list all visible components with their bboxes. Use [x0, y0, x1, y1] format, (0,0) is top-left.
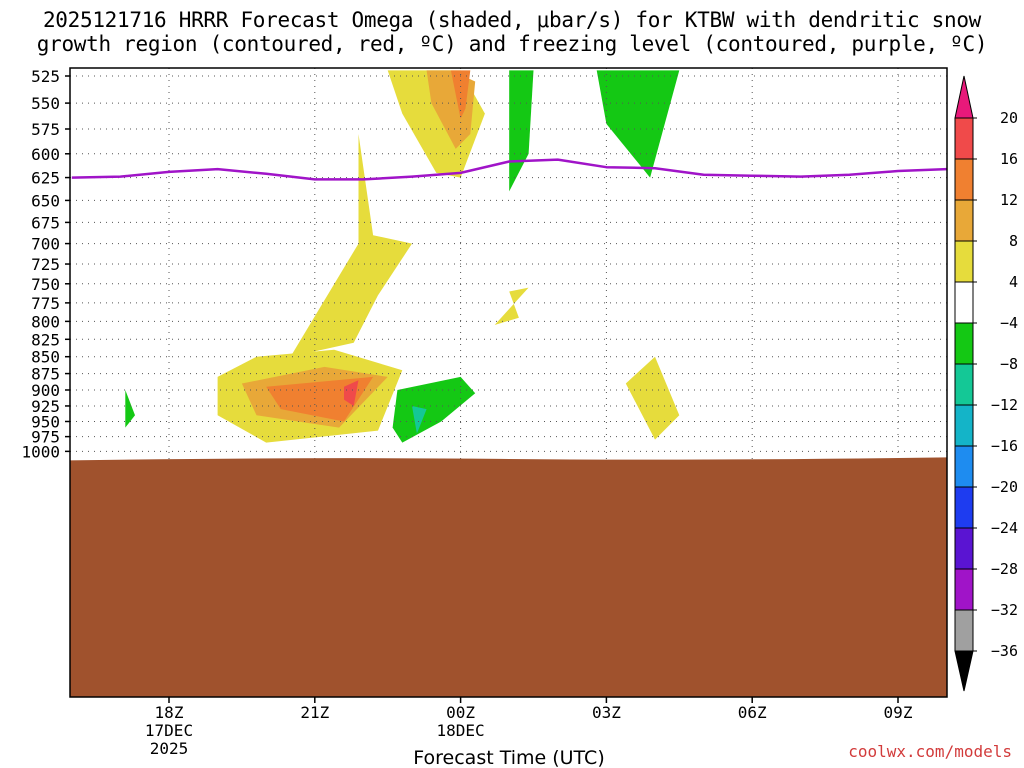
x-tick-label-18Z: 18Z — [155, 703, 184, 722]
colorbar-box-1 — [954, 158, 974, 201]
x-axis-label: Forecast Time (UTC) — [413, 747, 604, 768]
terrain-strip — [70, 457, 947, 697]
y-tick-label-575: 575 — [31, 120, 60, 139]
colorbar-box-0 — [954, 117, 974, 160]
y-tick-label-775: 775 — [31, 294, 60, 313]
colorbar-top-arrow — [954, 75, 974, 119]
y-tick-label-900: 900 — [31, 381, 60, 400]
colorbar-box-12 — [954, 609, 974, 652]
omega-region-11 — [392, 376, 476, 443]
colorbar-label-5: −4 — [1000, 314, 1018, 332]
colorbar-box-2 — [954, 199, 974, 242]
colorbar-label-0: 20 — [1000, 109, 1018, 127]
x-tick-label-00Z: 00Z — [446, 703, 475, 722]
colorbar-label-6: −8 — [1000, 355, 1018, 373]
omega-region-2 — [450, 70, 471, 119]
y-tick-label-725: 725 — [31, 255, 60, 274]
x-tick-label-06Z: 06Z — [738, 703, 767, 722]
colorbar-label-1: 16 — [1000, 150, 1018, 168]
chart-title: 2025121716 HRRR Forecast Omega (shaded, … — [0, 8, 1024, 56]
colorbar-box-11 — [954, 568, 974, 611]
y-tick-label-825: 825 — [31, 330, 60, 349]
colorbar-label-8: −16 — [991, 437, 1018, 455]
source-credit: coolwx.com/models — [848, 742, 1012, 761]
omega-region-13 — [125, 390, 135, 428]
colorbar-bottom-arrow — [954, 650, 974, 692]
colorbar-label-4: 4 — [1009, 273, 1018, 291]
y-tick-label-675: 675 — [31, 213, 60, 232]
colorbar-label-7: −12 — [991, 396, 1018, 414]
y-tick-label-650: 650 — [31, 191, 60, 210]
x-tick-date-00Z: 18DEC — [437, 721, 485, 740]
plot-grid — [70, 68, 947, 697]
y-tick-label-925: 925 — [31, 397, 60, 416]
omega-region-5 — [290, 134, 412, 357]
colorbar-label-12: −32 — [991, 601, 1018, 619]
y-tick-label-950: 950 — [31, 412, 60, 431]
colorbar-label-13: −36 — [991, 642, 1018, 660]
colorbar-box-4 — [954, 281, 974, 324]
y-axis: 5255505756006256506757007257507758008258… — [21, 67, 70, 461]
x-tick-label-03Z: 03Z — [592, 703, 621, 722]
omega-region-6 — [494, 287, 529, 325]
colorbar-box-10 — [954, 527, 974, 570]
plot-border — [69, 67, 948, 698]
chart-title-line-2: growth region (contoured, red, ºC) and f… — [36, 32, 988, 56]
x-tick-label-21Z: 21Z — [300, 703, 329, 722]
colorbar-label-10: −24 — [991, 519, 1018, 537]
y-tick-label-700: 700 — [31, 235, 60, 254]
y-tick-label-850: 850 — [31, 348, 60, 367]
y-tick-label-975: 975 — [31, 428, 60, 447]
colorbar: 20 16 12 8 4 −4 −8 −12 −16 −20 −24 −28 −32 −36 — [954, 75, 1018, 692]
y-tick-label-600: 600 — [31, 145, 60, 164]
colorbar-box-7 — [954, 404, 974, 447]
x-tick-year-18Z: 2025 — [150, 739, 189, 758]
y-tick-label-1000: 1000 — [21, 442, 60, 461]
omega-region-4 — [596, 70, 680, 178]
omega-region-14 — [625, 356, 680, 440]
plot-frame — [69, 67, 948, 698]
freezing-level-line — [71, 158, 947, 181]
y-tick-label-875: 875 — [31, 365, 60, 384]
colorbar-label-3: 8 — [1009, 232, 1018, 250]
colorbar-label-11: −28 — [991, 560, 1018, 578]
freezing-level — [71, 158, 947, 181]
colorbar-box-8 — [954, 445, 974, 488]
omega-shading — [125, 70, 680, 443]
colorbar-box-6 — [954, 363, 974, 406]
y-tick-label-550: 550 — [31, 94, 60, 113]
y-tick-label-625: 625 — [31, 169, 60, 188]
colorbar-label-2: 12 — [1000, 191, 1018, 209]
colorbar-box-5 — [954, 322, 974, 365]
y-tick-label-800: 800 — [31, 312, 60, 331]
omega-region-12 — [412, 406, 427, 434]
omega-region-10 — [344, 380, 359, 406]
omega-region-3 — [509, 70, 534, 192]
colorbar-label-9: −20 — [991, 478, 1018, 496]
y-tick-label-525: 525 — [31, 67, 60, 86]
terrain-fill — [70, 457, 947, 697]
chart-title-line-1: 2025121716 HRRR Forecast Omega (shaded, … — [42, 8, 982, 32]
colorbar-box-9 — [954, 486, 974, 529]
x-tick-label-09Z: 09Z — [884, 703, 913, 722]
colorbar-box-3 — [954, 240, 974, 283]
x-tick-date-18Z: 17DEC — [145, 721, 193, 740]
y-tick-label-750: 750 — [31, 275, 60, 294]
